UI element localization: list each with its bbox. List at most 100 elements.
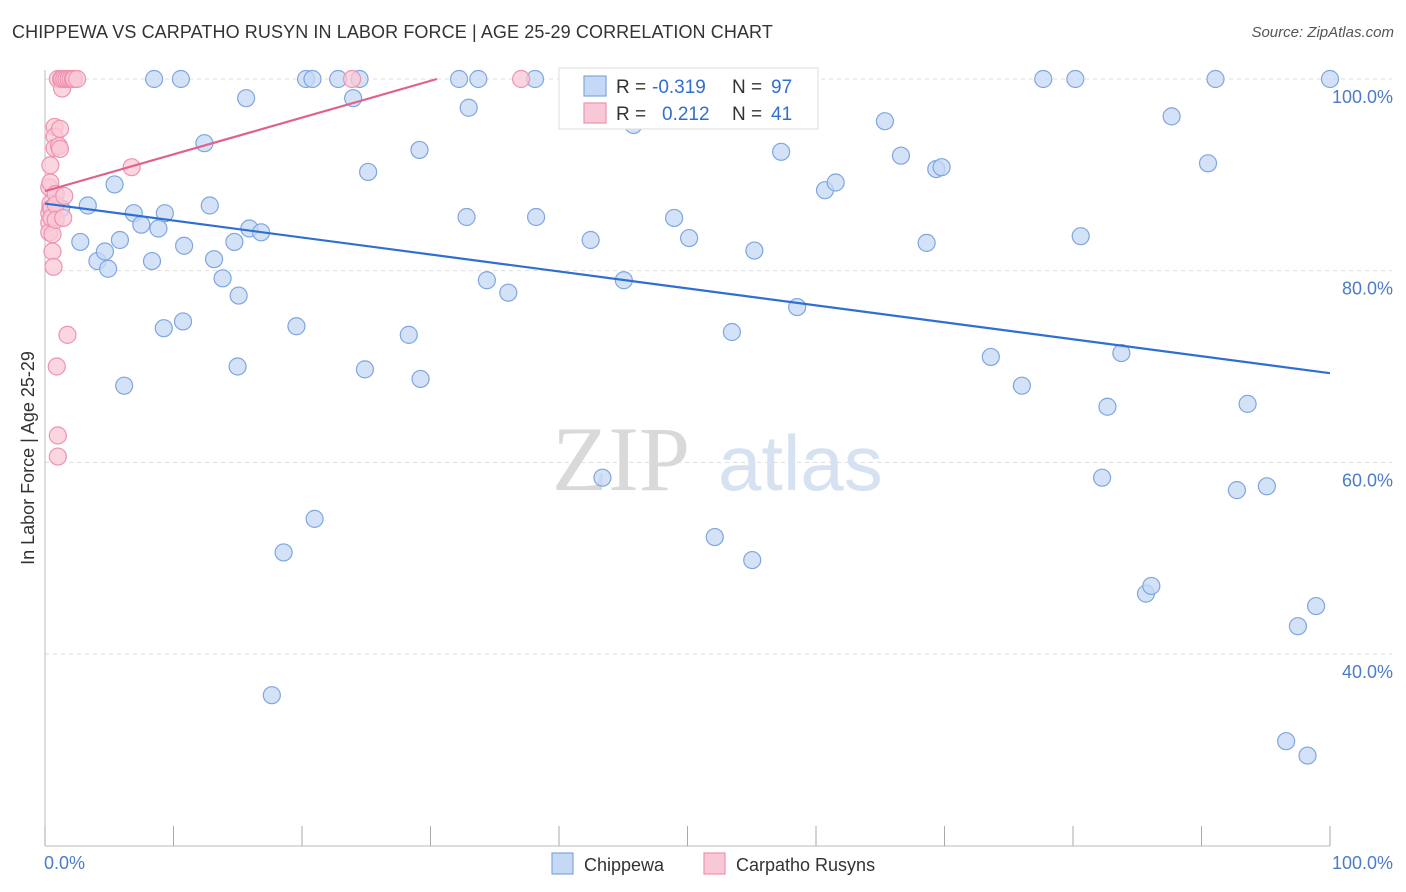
chippewa-point [745, 241, 764, 260]
chippewa-point [303, 69, 322, 89]
chippewa-point [459, 98, 478, 117]
series-chippewa [41, 69, 1340, 765]
legend-r-label-2: R = [616, 104, 646, 125]
chippewa-point [722, 322, 742, 342]
chippewa-point [932, 158, 951, 177]
carpatho-point [47, 357, 66, 376]
carpatho-point [54, 208, 73, 228]
bottom-legend: Chippewa Carpatho Rusyns [551, 852, 875, 875]
gridlines [45, 78, 1392, 655]
chippewa-point [305, 509, 324, 528]
chippewa-point [826, 173, 845, 192]
chippewa-point [274, 543, 293, 562]
chippewa-point [359, 162, 378, 182]
legend-swatch-carpatho [583, 102, 607, 124]
chippewa-point [1098, 397, 1117, 416]
chippewa-point [499, 283, 518, 302]
chippewa-point [213, 269, 232, 288]
chippewa-point [477, 271, 496, 290]
chippewa-point [1162, 107, 1181, 126]
chippewa-point [204, 250, 224, 269]
chippewa-point [1206, 69, 1225, 89]
carpatho-point [41, 156, 60, 175]
legend-r-value-2: 0.212 [662, 104, 710, 125]
carpatho-point [67, 69, 87, 89]
carpatho-point [512, 69, 531, 89]
chippewa-point [229, 286, 248, 305]
chippewa-point [743, 550, 762, 570]
chippewa-point [680, 228, 699, 248]
chippewa-point [1277, 732, 1296, 751]
chippewa-point [110, 230, 129, 250]
chippewa-point [1320, 69, 1340, 89]
legend-n-value-2: 41 [771, 104, 792, 125]
chippewa-point [142, 251, 162, 271]
chippewa-point [1306, 596, 1326, 616]
chippewa-point [665, 208, 684, 228]
chart-title: CHIPPEWA VS CARPATHO RUSYN IN LABOR FORC… [12, 22, 773, 42]
carpatho-point [342, 69, 362, 89]
bottom-legend-swatch-chippewa [551, 852, 574, 875]
legend-r-label-1: R = [616, 77, 646, 98]
chippewa-point [1288, 617, 1308, 636]
axes [44, 70, 1331, 847]
chippewa-point [237, 89, 256, 108]
chippewa-point [411, 369, 430, 389]
chippewa-point [95, 242, 115, 261]
chippewa-point [1198, 154, 1218, 173]
legend-n-label-1: N = [732, 77, 762, 98]
chippewa-point [154, 319, 173, 338]
chippewa-point [875, 112, 895, 131]
legend-n-label-2: N = [732, 104, 762, 125]
y-tick-labels: 40.0% 60.0% 80.0% 100.0% [1332, 87, 1393, 682]
chippewa-point [155, 204, 174, 223]
watermark-zip: ZIP [552, 408, 690, 510]
chippewa-point [1238, 394, 1257, 413]
chippewa-point [410, 140, 429, 160]
x-tick-label-0: 0.0% [44, 853, 85, 873]
carpatho-point [44, 257, 63, 276]
chippewa-point [99, 259, 118, 278]
chippewa-point [262, 686, 281, 705]
chippewa-point [355, 360, 375, 379]
chippewa-point [228, 357, 247, 376]
chippewa-point [772, 142, 791, 161]
x-tick-labels: 0.0% 100.0% [44, 853, 1393, 873]
carpatho-point [48, 447, 67, 466]
trend-lines [44, 77, 1331, 375]
carpatho-point [58, 325, 77, 344]
carpatho-point [50, 119, 70, 138]
y-axis-title: In Labor Force | Age 25-29 [18, 351, 38, 565]
chippewa-point [891, 146, 911, 165]
chippewa-point [115, 376, 134, 395]
source-label: Source: ZipAtlas.com [1251, 24, 1394, 41]
chippewa-point [71, 232, 90, 252]
chippewa-point [1071, 227, 1090, 246]
chippewa-point [171, 69, 190, 89]
chippewa-point [457, 207, 476, 227]
chippewa-point [105, 175, 124, 194]
legend-box: R = -0.319 N = 97 R = 0.212 N = 41 [558, 67, 819, 130]
legend-r-value-1: -0.319 [652, 77, 706, 98]
chippewa-point [1298, 746, 1317, 765]
chippewa-point [149, 219, 168, 238]
watermark-atlas: atlas [718, 419, 883, 507]
bottom-legend-swatch-carpatho [703, 852, 726, 875]
chippewa-point [78, 196, 97, 215]
chippewa-point [174, 236, 194, 255]
bottom-legend-carpatho: Carpatho Rusyns [736, 855, 875, 875]
chippewa-point [399, 325, 418, 344]
carpatho-point [48, 426, 67, 445]
chippewa-point [225, 232, 244, 252]
chippewa-point [1012, 376, 1031, 395]
watermark: ZIP atlas [552, 408, 883, 510]
chippewa-point [581, 230, 600, 250]
x-tick-label-100: 100.0% [1332, 853, 1393, 873]
y-tick-label-80: 80.0% [1342, 279, 1393, 299]
chippewa-point [132, 215, 151, 234]
chippewa-point [593, 468, 612, 487]
y-tick-label-40: 40.0% [1342, 662, 1393, 682]
carpatho-point [50, 139, 70, 159]
trend-line-chippewa [44, 202, 1331, 375]
